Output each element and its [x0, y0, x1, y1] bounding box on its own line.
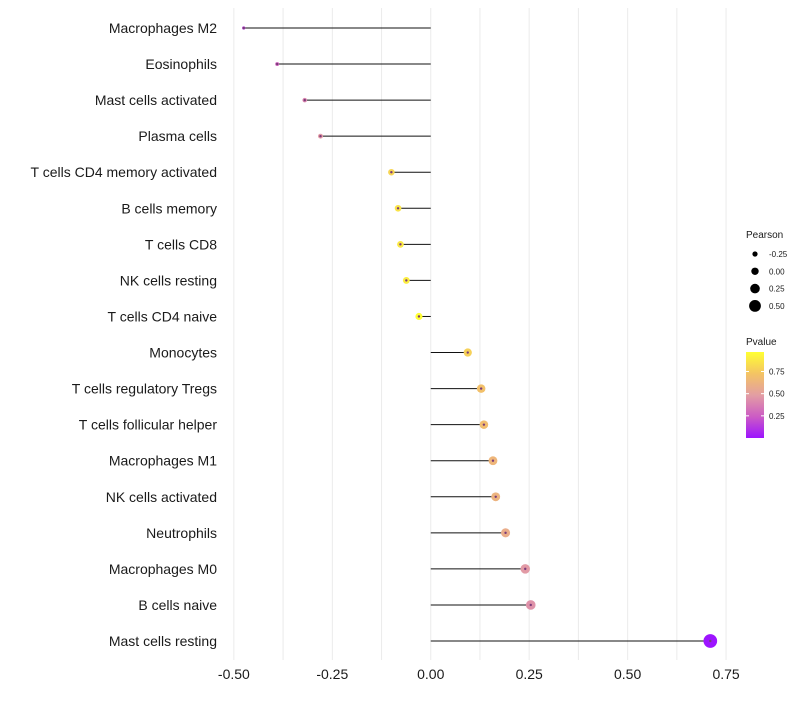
data-point-center — [524, 567, 527, 571]
data-point-center — [303, 98, 306, 102]
x-tick-label: 0.50 — [614, 666, 641, 682]
data-point-center — [399, 243, 402, 246]
x-tick-label: 0.00 — [417, 666, 444, 682]
legend-pearson-label: -0.25 — [769, 250, 788, 259]
category-label: T cells follicular helper — [79, 417, 218, 433]
legend-pvalue-label: 0.50 — [769, 390, 785, 399]
data-point-center — [479, 387, 483, 390]
category-label: T cells regulatory Tregs — [72, 381, 217, 397]
category-label: T cells CD4 naive — [108, 308, 218, 324]
data-point-center — [390, 171, 393, 174]
data-point-center — [417, 315, 421, 318]
legend-pvalue-title: Pvalue — [746, 337, 777, 348]
legend-pvalue-colorbar — [746, 352, 764, 438]
x-tick-label: 0.25 — [516, 666, 543, 682]
legend-pearson-key — [750, 283, 760, 294]
category-label: Eosinophils — [145, 56, 217, 72]
category-label: B cells naive — [138, 597, 217, 613]
x-tick-label: -0.25 — [316, 666, 348, 682]
x-tick-label: -0.50 — [218, 666, 250, 682]
x-axis-ticks: -0.50 -0.25 0.00 0.25 0.50 0.75 — [218, 666, 740, 682]
legend-pearson-label: 0.00 — [769, 267, 785, 276]
points — [242, 26, 718, 648]
legend-pvalue-label: 0.75 — [769, 368, 785, 377]
category-label: Macrophages M0 — [109, 561, 217, 577]
legend-pearson: Pearson -0.25 0.00 0.25 0.50 — [746, 230, 788, 312]
stems — [243, 27, 711, 642]
category-label: NK cells activated — [106, 489, 217, 505]
data-point-center — [405, 279, 408, 282]
data-point-center — [319, 134, 322, 138]
legend-pearson-key — [749, 300, 761, 312]
category-label: Plasma cells — [138, 128, 217, 144]
data-point-center — [491, 459, 495, 462]
legend-pearson-title: Pearson — [746, 230, 783, 241]
data-point-center — [504, 531, 507, 535]
category-label: Macrophages M2 — [109, 20, 217, 36]
legend-pearson-label: 0.50 — [769, 302, 785, 311]
grid — [233, 8, 727, 660]
category-label: B cells memory — [121, 200, 217, 216]
category-label: Mast cells resting — [109, 633, 217, 649]
data-point-center — [709, 639, 712, 643]
x-tick-label: 0.75 — [712, 666, 739, 682]
category-label: NK cells resting — [120, 272, 217, 288]
legend-pvalue-label: 0.25 — [769, 412, 785, 421]
data-point-center — [482, 423, 486, 426]
legend-pearson-key — [751, 267, 759, 275]
category-label: Monocytes — [149, 345, 217, 361]
category-label: T cells CD4 memory activated — [31, 164, 217, 180]
data-point-center — [275, 62, 279, 66]
category-label: Neutrophils — [146, 525, 217, 541]
legend-pearson-label: 0.25 — [769, 285, 785, 294]
data-point-center — [396, 207, 400, 210]
category-label: Macrophages M1 — [109, 453, 217, 469]
data-point-center — [529, 603, 532, 607]
legend-pvalue: Pvalue 0.75 0.50 0.25 — [746, 337, 785, 438]
data-point-center — [242, 26, 245, 30]
data-point-center — [494, 495, 497, 498]
category-label: Mast cells activated — [95, 92, 217, 108]
category-label: T cells CD8 — [145, 236, 217, 252]
category-labels: Macrophages M2 Eosinophils Mast cells acti… — [31, 20, 218, 649]
data-point-center — [466, 351, 469, 354]
legend-pearson-key — [752, 251, 758, 257]
